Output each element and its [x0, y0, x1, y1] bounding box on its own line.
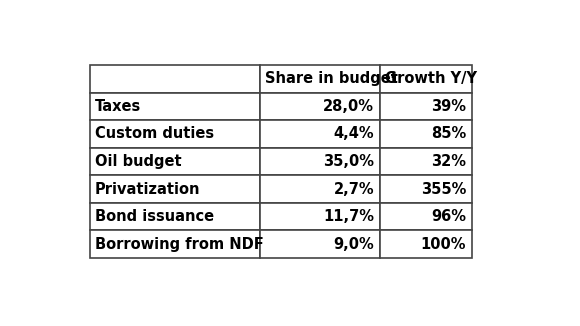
- Text: 11,7%: 11,7%: [323, 209, 374, 224]
- Text: 4,4%: 4,4%: [334, 126, 374, 141]
- Text: 355%: 355%: [421, 182, 466, 197]
- Text: 85%: 85%: [431, 126, 466, 141]
- Text: Custom duties: Custom duties: [95, 126, 214, 141]
- Text: Borrowing from NDF: Borrowing from NDF: [95, 237, 263, 252]
- Text: Share in budget: Share in budget: [265, 71, 398, 86]
- Text: 35,0%: 35,0%: [323, 154, 374, 169]
- Text: Taxes: Taxes: [95, 99, 141, 114]
- Text: Privatization: Privatization: [95, 182, 200, 197]
- Text: 28,0%: 28,0%: [323, 99, 374, 114]
- Text: Bond issuance: Bond issuance: [95, 209, 214, 224]
- Text: 100%: 100%: [420, 237, 466, 252]
- Text: 2,7%: 2,7%: [334, 182, 374, 197]
- Text: Growth Y/Y: Growth Y/Y: [385, 71, 477, 86]
- Text: 39%: 39%: [431, 99, 466, 114]
- Text: 32%: 32%: [431, 154, 466, 169]
- Text: 9,0%: 9,0%: [334, 237, 374, 252]
- Text: Oil budget: Oil budget: [95, 154, 182, 169]
- Text: 96%: 96%: [431, 209, 466, 224]
